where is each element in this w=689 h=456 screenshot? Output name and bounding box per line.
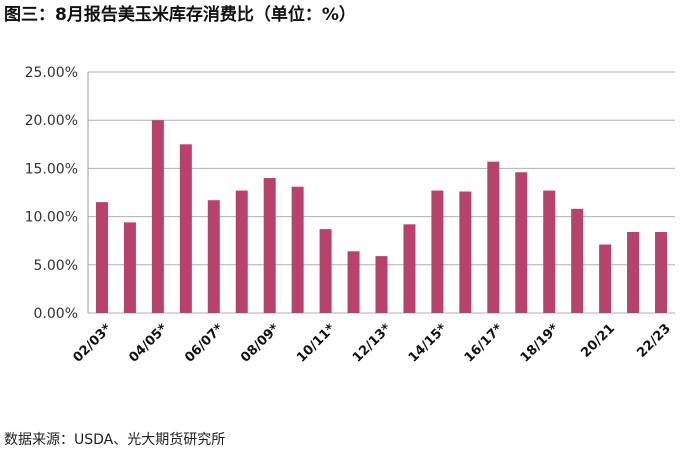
bar — [487, 161, 500, 313]
y-tick-label: 15.00% — [25, 161, 78, 177]
bar — [291, 186, 304, 313]
x-tick-label: 20/21 — [578, 321, 618, 361]
bar — [599, 244, 612, 313]
y-tick-label: 20.00% — [25, 113, 78, 129]
bar — [655, 232, 668, 313]
bar — [179, 144, 192, 313]
bar — [543, 190, 556, 313]
bar — [151, 120, 164, 313]
x-tick-label: 16/17* — [462, 321, 506, 365]
y-tick-label: 10.00% — [25, 210, 78, 226]
bar — [459, 191, 472, 313]
bar — [207, 200, 220, 313]
x-tick-label: 10/11* — [294, 321, 338, 365]
y-tick-label: 5.00% — [34, 258, 78, 274]
bar — [95, 202, 108, 313]
y-tick-label: 25.00% — [25, 65, 78, 81]
bar — [263, 178, 276, 313]
chart-title: 图三：8月报告美玉米库存消费比（单位：%） — [4, 4, 356, 25]
bar — [571, 208, 584, 313]
x-tick-label: 08/09* — [238, 321, 282, 365]
x-tick-label: 04/05* — [126, 321, 170, 365]
bar — [347, 251, 360, 313]
x-tick-label: 12/13* — [350, 321, 394, 365]
x-tick-label: 06/07* — [182, 321, 226, 365]
bar — [403, 224, 416, 313]
bar — [627, 232, 640, 313]
bar — [319, 229, 332, 313]
bar — [515, 172, 528, 313]
bar — [235, 190, 248, 313]
bar — [123, 222, 136, 313]
x-tick-label: 22/23 — [634, 321, 674, 361]
x-tick-label: 02/03* — [70, 321, 114, 365]
y-tick-label: 0.00% — [34, 306, 78, 322]
x-tick-label: 18/19* — [518, 321, 562, 365]
source-note: 数据来源：USDA、光大期货研究所 — [4, 431, 225, 448]
bar — [375, 256, 388, 313]
bar — [431, 190, 444, 313]
x-tick-label: 14/15* — [406, 321, 450, 365]
